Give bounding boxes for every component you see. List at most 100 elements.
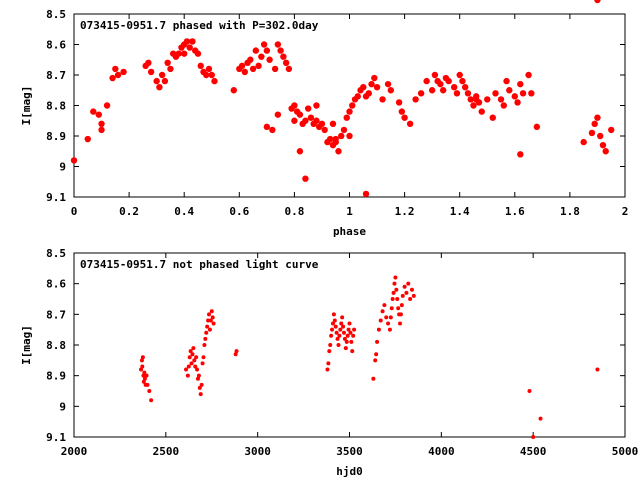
top-data-point (478, 108, 485, 115)
top-data-point (360, 84, 367, 91)
bottom-data-point (233, 352, 238, 357)
bottom-data-point (389, 306, 394, 311)
bottom-data-point (343, 346, 348, 351)
bottom-data-point (198, 392, 203, 397)
bottom-y-axis-label: I[mag] (20, 325, 33, 365)
top-x-tick-label: 0.6 (229, 205, 249, 218)
top-data-point (203, 71, 210, 79)
top-data-points (70, 0, 615, 198)
top-data-point (459, 77, 466, 85)
top-data-point (103, 102, 111, 109)
top-data-point (296, 148, 304, 155)
bottom-data-point (208, 318, 213, 323)
top-data-point (511, 93, 518, 100)
bottom-data-point (335, 336, 340, 341)
top-data-point (368, 80, 375, 88)
top-data-point (346, 108, 353, 115)
top-y-tick-label: 8.7 (46, 69, 66, 82)
bottom-data-point (192, 358, 197, 363)
bottom-data-point (149, 398, 154, 403)
bottom-data-point (347, 321, 352, 326)
bottom-data-point (346, 327, 351, 332)
bottom-y-tick-label: 9.1 (46, 431, 66, 444)
bottom-data-point (333, 324, 338, 329)
bottom-data-point (328, 343, 333, 347)
top-data-point (211, 77, 218, 85)
bottom-data-point (139, 358, 144, 363)
top-data-point (456, 71, 463, 79)
bottom-data-point (531, 435, 536, 439)
top-y-tick-label: 9 (59, 161, 66, 174)
top-data-point (164, 59, 171, 66)
bottom-data-point (339, 321, 344, 326)
bottom-data-point (140, 355, 145, 360)
top-data-point (398, 108, 406, 115)
bottom-data-point (327, 349, 332, 354)
bottom-data-point (348, 330, 353, 335)
bottom-data-point (194, 355, 199, 360)
bottom-data-point (337, 333, 342, 338)
bottom-x-tick-label: 2500 (153, 445, 180, 458)
top-data-point (503, 77, 510, 85)
bottom-data-point (341, 330, 346, 335)
top-data-point (428, 87, 436, 94)
top-data-point (238, 62, 246, 70)
bottom-data-point (211, 321, 216, 326)
bottom-data-point (141, 379, 146, 384)
top-data-point (230, 87, 237, 94)
top-data-point (588, 129, 596, 137)
phased-light-curve-chart: 0 0.2 0.4 0.6 0.8 1 1.2 1.4 1.6 1.8 2 8.5 8.6 8.7 8.8 8… (20, 0, 628, 238)
bottom-data-point (388, 315, 393, 320)
top-data-point (181, 50, 188, 57)
bottom-data-point (400, 293, 405, 298)
top-y-tick-label: 8.9 (46, 130, 66, 143)
bottom-data-point (200, 361, 205, 366)
bottom-data-point (331, 312, 336, 317)
top-data-point (291, 117, 298, 124)
top-data-point (321, 126, 328, 134)
top-data-point (365, 90, 372, 97)
top-data-point (327, 135, 334, 143)
bottom-data-point (371, 376, 376, 381)
bottom-data-point (351, 333, 356, 338)
top-data-point (594, 0, 601, 4)
top-data-point (387, 87, 395, 94)
top-data-point (175, 50, 182, 57)
bottom-data-point (325, 367, 330, 372)
bottom-data-point (196, 373, 201, 378)
bottom-data-point (538, 416, 543, 421)
bottom-data-point (332, 318, 337, 323)
top-data-point (296, 111, 304, 118)
bottom-data-point (199, 382, 204, 387)
top-x-tick-label: 0.8 (284, 205, 304, 218)
top-data-point (608, 126, 615, 134)
top-data-point (406, 120, 414, 128)
top-data-point (379, 96, 386, 103)
bottom-data-point (595, 367, 600, 372)
bottom-data-point (205, 324, 210, 329)
top-data-point (313, 102, 320, 109)
top-data-point (591, 120, 598, 128)
bottom-data-point (394, 287, 399, 292)
top-data-point (271, 65, 279, 73)
top-data-point (464, 90, 472, 97)
bottom-data-point (140, 364, 145, 369)
top-data-point (470, 102, 477, 109)
top-data-point (332, 135, 339, 143)
bottom-data-point (329, 333, 334, 338)
top-data-point (280, 53, 287, 60)
top-data-point (90, 108, 97, 115)
bottom-data-point (404, 290, 409, 295)
top-data-point (291, 102, 298, 109)
bottom-data-point (141, 373, 146, 378)
bottom-data-point (204, 330, 209, 335)
top-data-point (161, 77, 169, 85)
bottom-data-point (188, 349, 193, 354)
top-data-point (84, 135, 91, 143)
bottom-x-tick-label: 3000 (244, 445, 271, 458)
bottom-data-point (189, 361, 194, 366)
top-data-point (445, 77, 452, 85)
bottom-data-point (142, 370, 147, 375)
top-data-point (525, 71, 532, 79)
